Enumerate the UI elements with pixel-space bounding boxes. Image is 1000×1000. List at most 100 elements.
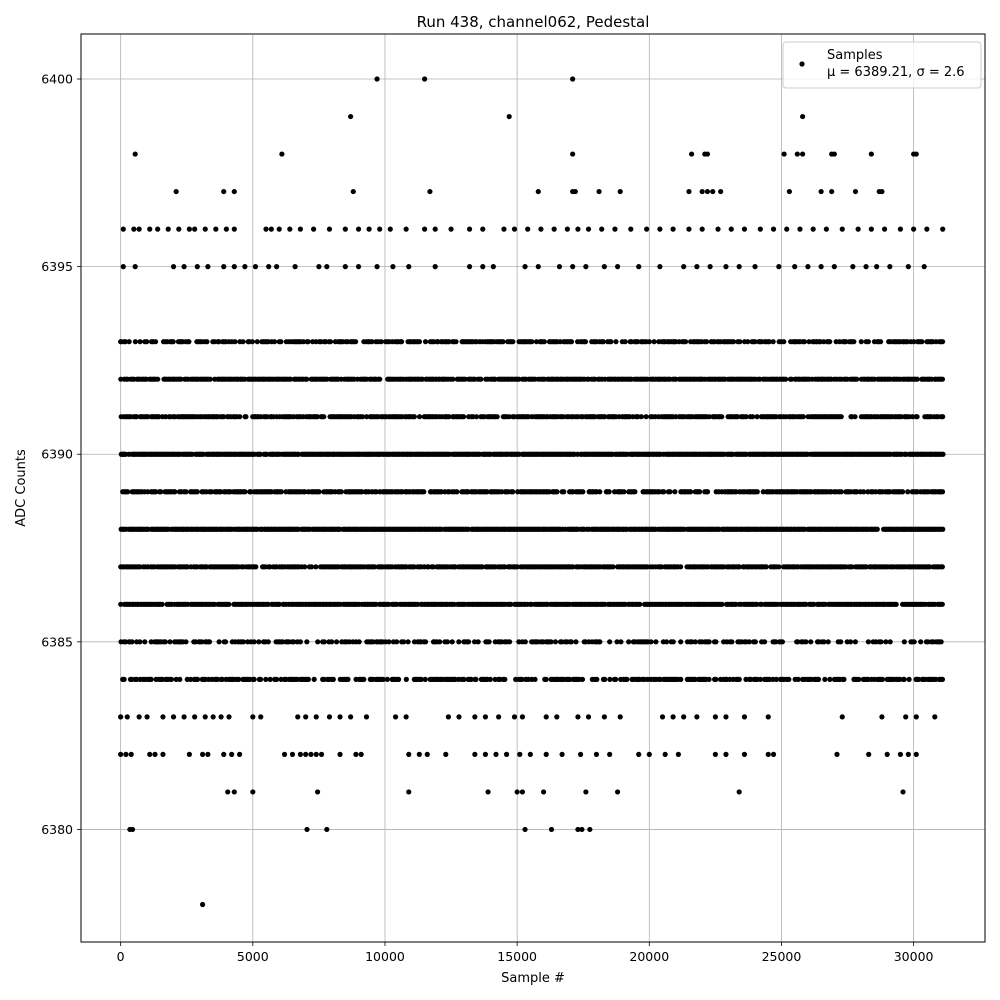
data-point (810, 226, 816, 232)
data-point (168, 676, 175, 682)
data-point (181, 264, 187, 270)
data-point (878, 339, 884, 345)
data-point (940, 526, 946, 532)
data-point (316, 264, 322, 270)
data-point (570, 151, 576, 157)
data-point (852, 414, 858, 420)
data-point (883, 639, 889, 645)
data-point (543, 751, 549, 757)
data-point (730, 339, 737, 345)
data-point (525, 226, 531, 232)
data-point (940, 226, 946, 232)
data-point (601, 264, 607, 270)
data-point (178, 376, 184, 382)
legend-series-name: Samples (827, 48, 883, 63)
data-point (672, 489, 678, 495)
data-point (279, 151, 285, 157)
data-point (216, 339, 222, 345)
data-point (879, 188, 885, 195)
data-point (677, 564, 684, 570)
data-point (236, 751, 243, 757)
data-point (919, 339, 925, 345)
data-point (327, 339, 334, 345)
data-point (222, 639, 229, 645)
data-point (779, 639, 786, 645)
data-point (350, 188, 356, 195)
data-point (249, 339, 255, 345)
data-point (776, 264, 782, 270)
data-point (926, 564, 933, 570)
data-point (170, 339, 176, 345)
data-point (786, 676, 792, 682)
data-point (134, 414, 140, 420)
data-point (765, 714, 771, 720)
data-point (314, 414, 321, 420)
data-point (444, 639, 451, 645)
data-point (421, 489, 427, 495)
data-point (818, 264, 824, 270)
data-point (240, 339, 246, 345)
data-point (535, 188, 541, 195)
data-point (723, 751, 729, 757)
x-tick-label: 0 (117, 949, 125, 964)
data-point (302, 489, 308, 495)
data-point (570, 564, 576, 570)
data-point (661, 489, 667, 495)
data-point (242, 264, 248, 270)
data-point (398, 339, 405, 345)
data-point (248, 489, 254, 495)
data-point (305, 339, 311, 345)
data-point (914, 376, 920, 382)
data-point (264, 451, 270, 457)
data-point (663, 639, 670, 645)
data-point (583, 264, 589, 270)
data-point (831, 151, 837, 157)
data-point (484, 489, 490, 495)
data-point (219, 676, 225, 682)
data-point (252, 264, 259, 270)
data-point (311, 226, 317, 232)
data-point (516, 376, 522, 382)
data-point (568, 339, 575, 345)
data-point (533, 339, 540, 345)
data-point (770, 751, 777, 757)
data-point (443, 751, 449, 757)
data-point (258, 714, 264, 720)
legend-marker (799, 61, 805, 67)
data-point (313, 751, 319, 757)
data-point (839, 226, 845, 232)
data-point (903, 714, 909, 720)
legend-box (782, 41, 982, 89)
data-point (473, 414, 480, 420)
data-point (480, 226, 486, 232)
data-point (913, 151, 919, 157)
data-point (675, 751, 681, 757)
data-point (704, 188, 711, 195)
data-point (243, 414, 249, 420)
data-point (304, 639, 310, 645)
data-point (575, 226, 581, 232)
data-point (694, 264, 700, 270)
data-point (621, 489, 627, 495)
data-point (773, 639, 779, 645)
data-point (392, 714, 399, 720)
data-point (192, 714, 198, 720)
data-point (596, 188, 602, 195)
data-point (825, 639, 831, 645)
data-point (577, 751, 584, 757)
data-point (522, 264, 528, 270)
data-point (221, 414, 227, 420)
data-point (879, 676, 886, 682)
data-point (416, 339, 423, 345)
data-point (827, 339, 833, 345)
data-point (186, 751, 192, 757)
data-point (803, 601, 809, 607)
data-point (155, 376, 161, 382)
data-point (699, 188, 705, 195)
data-point (199, 751, 206, 757)
data-point (364, 414, 370, 420)
data-point (614, 264, 621, 270)
data-point (754, 489, 760, 495)
data-point (761, 639, 768, 645)
data-point (265, 639, 271, 645)
